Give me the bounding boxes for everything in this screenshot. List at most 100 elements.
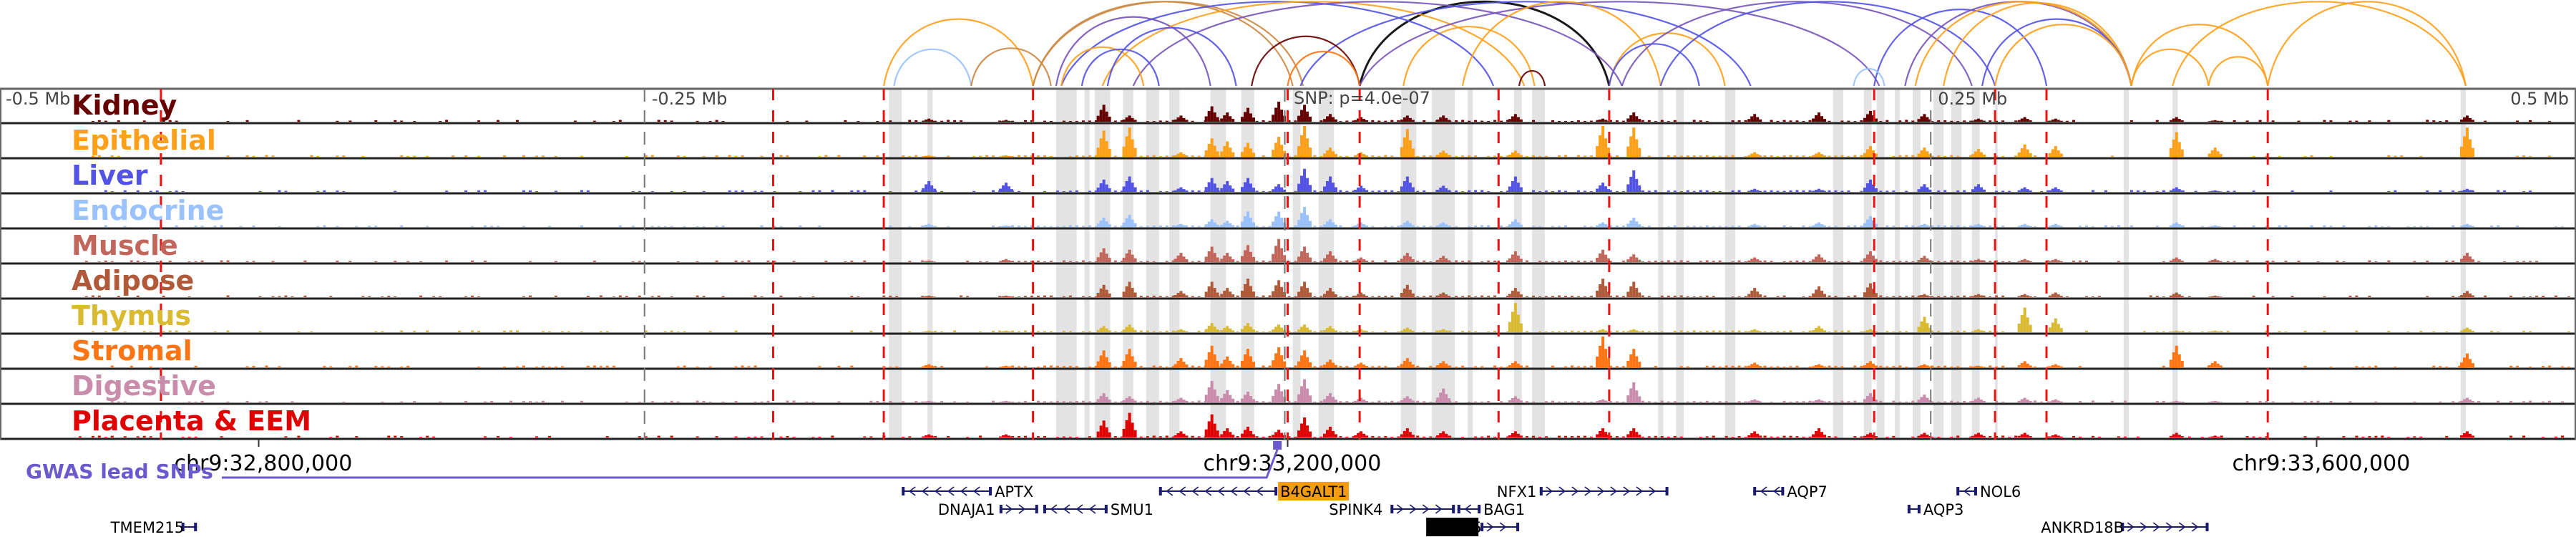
signal-peak-bar bbox=[1231, 152, 1235, 157]
signal-bin bbox=[844, 120, 847, 122]
gene-chmp5[interactable]: CHMP5 bbox=[1426, 518, 1520, 536]
gene-label[interactable]: SMU1 bbox=[1111, 501, 1153, 518]
gene-nfx1[interactable]: NFX1 bbox=[1497, 483, 1669, 500]
signal-bin bbox=[1557, 435, 1561, 437]
gene-label[interactable]: AQP3 bbox=[1923, 501, 1964, 518]
signal-bin bbox=[1885, 296, 1889, 297]
signal-peak-bar bbox=[1818, 286, 1821, 297]
signal-peak-bar bbox=[1513, 361, 1517, 367]
gwas-snp-marker[interactable] bbox=[1273, 441, 1282, 450]
signal-bin bbox=[1570, 121, 1574, 122]
signal-peak-bar bbox=[1174, 294, 1177, 297]
gene-label[interactable]: NFX1 bbox=[1497, 483, 1537, 500]
signal-peak-bar bbox=[2057, 225, 2060, 227]
gene-aptx[interactable]: APTX bbox=[902, 483, 1033, 500]
signal-bin bbox=[1615, 226, 1619, 227]
signal-bin bbox=[2516, 225, 2519, 227]
signal-peak-bar bbox=[1335, 187, 1338, 192]
signal-bin bbox=[1892, 190, 1896, 192]
signal-peak-bar bbox=[1099, 110, 1103, 122]
signal-peak-bar bbox=[1400, 330, 1403, 332]
signal-peak-bar bbox=[1511, 180, 1514, 192]
signal-peak-bar bbox=[1360, 152, 1363, 157]
gene-nol6[interactable]: NOL6 bbox=[1956, 483, 2021, 500]
signal-peak-bar bbox=[1750, 400, 1754, 402]
signal-bin bbox=[1731, 296, 1735, 297]
strand-arrow-left-icon bbox=[1217, 486, 1225, 496]
signal-peak-bar bbox=[1400, 292, 1403, 297]
signal-peak-bar bbox=[1439, 187, 1443, 192]
signal-bin bbox=[439, 296, 442, 297]
signal-peak-bar bbox=[1604, 254, 1608, 262]
signal-peak-bar bbox=[2472, 259, 2475, 262]
signal-bin bbox=[1416, 296, 1420, 297]
gene-bag1[interactable]: BAG1 bbox=[1457, 501, 1525, 518]
signal-bin bbox=[2265, 330, 2268, 332]
signal-peak-bar bbox=[1402, 329, 1406, 332]
signal-peak-bar bbox=[1280, 145, 1284, 157]
signal-peak-bar bbox=[2463, 136, 2467, 157]
signal-bin bbox=[1898, 331, 1902, 332]
signal-bin bbox=[1557, 155, 1561, 157]
signal-peak-bar bbox=[1759, 261, 1762, 262]
signal-peak-bar bbox=[1868, 179, 1872, 192]
signal-bin bbox=[1828, 401, 1831, 402]
gene-dnaja1[interactable]: DNAJA1 bbox=[938, 501, 1038, 518]
gene-label[interactable]: BAG1 bbox=[1483, 501, 1525, 518]
gene-label[interactable]: TMEM215 bbox=[110, 519, 184, 536]
gene-b4galt1[interactable]: B4GALT1 bbox=[1158, 482, 1350, 500]
signal-peak-bar bbox=[2172, 401, 2175, 402]
signal-bin bbox=[323, 190, 326, 192]
signal-bin bbox=[1081, 120, 1085, 122]
signal-bin bbox=[1171, 155, 1175, 157]
gene-spink4[interactable]: SPINK4 bbox=[1329, 501, 1455, 518]
signal-bin bbox=[464, 155, 468, 157]
gene-ankrd18b[interactable]: ANKRD18B bbox=[2041, 519, 2209, 536]
signal-peak-bar bbox=[1926, 117, 1929, 122]
signal-peak-bar bbox=[1874, 293, 1878, 297]
signal-peak-bar bbox=[1753, 257, 1757, 262]
signal-peak-bar bbox=[1122, 360, 1126, 367]
signal-bin bbox=[477, 331, 481, 332]
signal-bin bbox=[1557, 121, 1561, 122]
signal-bin bbox=[522, 401, 525, 402]
gene-aqp7[interactable]: AQP7 bbox=[1753, 483, 1828, 500]
gene-label[interactable]: AQP7 bbox=[1787, 483, 1828, 500]
signal-bin bbox=[528, 401, 532, 402]
signal-peak-bar bbox=[1303, 281, 1307, 297]
signal-peak-bar bbox=[2057, 435, 2060, 437]
signal-peak-bar bbox=[2463, 329, 2467, 332]
signal-peak-bar bbox=[2219, 191, 2223, 192]
gene-aqp3[interactable]: AQP3 bbox=[1907, 501, 1964, 518]
gene-label[interactable]: NOL6 bbox=[1980, 483, 2021, 500]
signal-peak-bar bbox=[1747, 119, 1751, 122]
signal-bin bbox=[1667, 260, 1670, 262]
signal-peak-bar bbox=[1635, 288, 1639, 297]
gene-label[interactable]: SPINK4 bbox=[1329, 501, 1382, 518]
gene-label[interactable]: ANKRD18B bbox=[2041, 519, 2124, 536]
signal-bin bbox=[1673, 401, 1677, 402]
signal-bin bbox=[1795, 190, 1799, 192]
signal-peak-bar bbox=[1306, 357, 1309, 367]
signal-peak-bar bbox=[2172, 223, 2175, 227]
signal-bin bbox=[2162, 190, 2165, 192]
gene-smu1[interactable]: SMU1 bbox=[1043, 501, 1153, 518]
gene-exon bbox=[1274, 487, 1278, 495]
signal-peak-bar bbox=[1436, 225, 1440, 227]
gene-label[interactable]: CHMP5 bbox=[1428, 519, 1482, 536]
signal-peak-bar bbox=[1210, 380, 1214, 402]
signal-bin bbox=[1712, 155, 1715, 157]
signal-bin bbox=[1609, 261, 1612, 262]
signal-peak-bar bbox=[1362, 154, 1366, 157]
signal-peak-bar bbox=[1405, 358, 1409, 367]
signal-bin bbox=[966, 296, 970, 297]
gene-label[interactable]: DNAJA1 bbox=[938, 501, 995, 518]
gene-tmem215[interactable]: TMEM215 bbox=[110, 519, 197, 536]
signal-bin bbox=[1737, 260, 1741, 262]
signal-peak-bar bbox=[1252, 222, 1255, 227]
gene-label[interactable]: B4GALT1 bbox=[1280, 483, 1347, 500]
signal-bin bbox=[1152, 295, 1156, 297]
signal-bin bbox=[1931, 365, 1934, 367]
gene-label[interactable]: APTX bbox=[995, 483, 1033, 500]
